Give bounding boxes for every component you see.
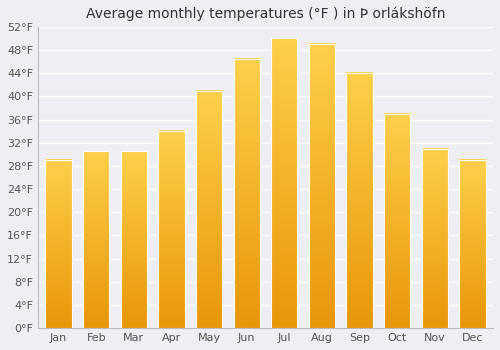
Bar [346, 73, 372, 328]
Bar [83, 152, 110, 328]
Bar [46, 160, 72, 328]
Bar [120, 152, 147, 328]
Bar [459, 160, 485, 328]
Bar [422, 148, 448, 328]
Bar [384, 114, 410, 328]
Title: Average monthly temperatures (°F ) in Þ orlákshöfn: Average monthly temperatures (°F ) in Þ … [86, 7, 445, 21]
Bar [308, 44, 335, 328]
Bar [158, 131, 184, 328]
Bar [196, 91, 222, 328]
Bar [271, 38, 297, 328]
Bar [234, 59, 260, 328]
